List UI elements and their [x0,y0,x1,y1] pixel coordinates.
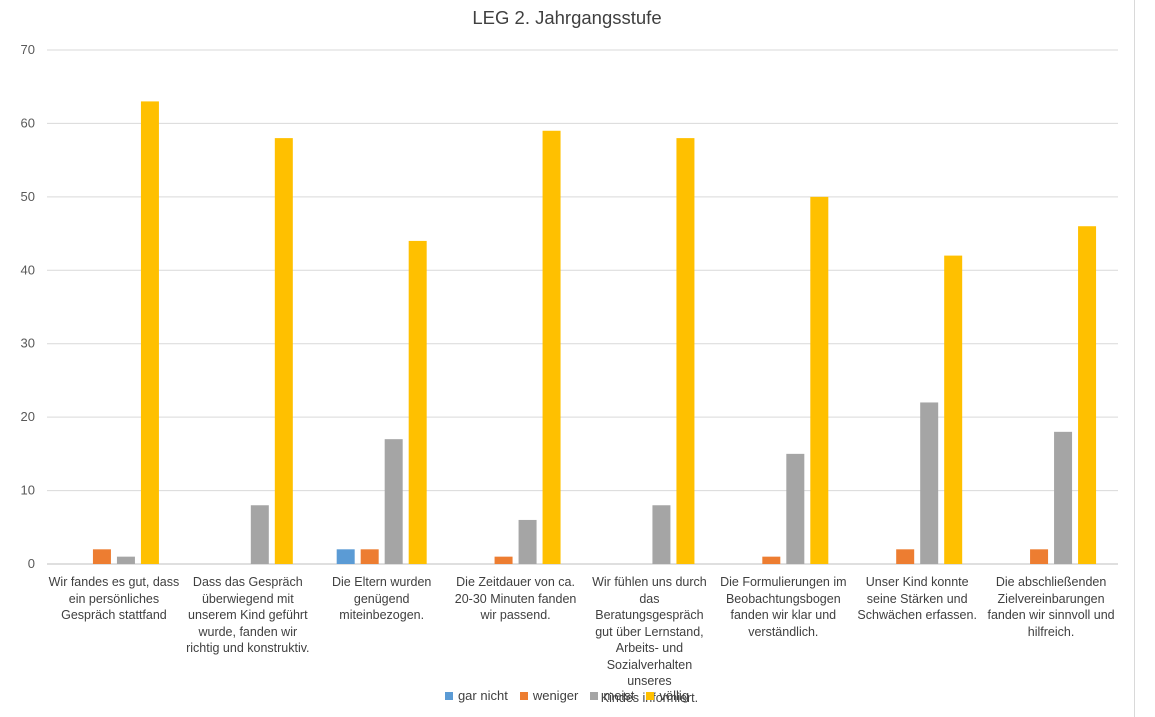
bar-völlig-6 [944,255,963,564]
x-category-label-line: Dass das Gespräch [192,575,303,589]
legend-swatch [646,691,655,700]
bar-meist-3 [518,519,537,564]
x-category-label-line: Die abschließenden [995,575,1107,589]
x-category-label-line: miteinbezogen. [339,608,425,622]
chart-title: LEG 2. Jahrgangsstufe [472,7,662,28]
legend-item: weniger [519,688,579,703]
bar-meist-6 [920,402,939,564]
bar-meist-0 [116,556,135,564]
bar-weniger-0 [92,549,111,564]
x-category-label-line: Zielvereinbarungen [997,591,1105,606]
y-tick-label: 70 [21,42,35,57]
legend-label: weniger [532,688,579,703]
bar-völlig-4 [676,138,695,564]
legend-item: völlig [646,688,689,703]
x-category-label-line: 20-30 Minuten fanden [454,591,577,606]
bar-völlig-7 [1078,226,1097,564]
x-category-label-line: Arbeits- und [615,641,684,655]
bar-völlig-1 [274,138,293,564]
y-tick-label: 10 [21,483,35,498]
y-tick-label: 30 [21,336,35,351]
y-tick-label: 0 [28,556,35,571]
legend-label: meist [603,688,635,703]
bar-meist-1 [250,505,269,564]
x-category-label-line: Wir fandes es gut, dass [48,575,180,589]
x-category-label: Unser Kind konnte seine Stärken und Schwäc… [851,574,983,624]
x-category-label-line: Die Formulierungen im [720,575,847,589]
x-category-label-line: genügend [353,591,410,606]
x-category-label-line: Die Zeitdauer von ca. [456,575,575,589]
x-category-label-line: Schwächen erfassen. [857,608,977,622]
bar-meist-7 [1054,431,1073,564]
bar-völlig-5 [810,196,829,564]
x-category-label: Wir fühlen uns durch das Beratungsgespräc… [583,574,715,706]
bar-gar-nicht-2 [336,549,355,564]
bar-völlig-3 [542,130,561,564]
legend-label: völlig [659,688,690,703]
x-category-label-line: fanden wir klar und [730,608,837,622]
x-category-label-line: Unser Kind konnte [865,575,969,589]
x-category-label-line: verständlich. [748,624,819,639]
bar-völlig-0 [140,101,159,565]
x-category-label-line: Beobachtungsbogen [725,591,841,606]
y-tick-label: 20 [21,409,35,424]
bar-meist-5 [786,453,805,564]
bar-weniger-3 [494,556,513,564]
bar-weniger-6 [896,549,915,564]
x-category-label-line: richtig und konstruktiv. [186,641,310,655]
y-tick-label: 60 [21,115,35,130]
legend: gar nicht weniger meist völlig [0,688,1134,703]
bar-weniger-7 [1030,549,1049,564]
x-category-label: Die abschließenden Zielvereinbarungen fand… [985,574,1117,640]
x-category-label: Dass das Gespräch überwiegend mit unserem … [182,574,314,657]
x-category-label-line: wir passend. [480,608,551,622]
x-category-label: Die Formulierungen im Beobachtungsbogen fa… [717,574,849,640]
x-category-label-line: seine Stärken und [866,591,968,606]
x-category-label-line: unserem Kind geführt [188,608,308,622]
x-category-label-line: Gespräch stattfand [61,608,167,622]
x-category-label-line: wurde, fanden wir [198,624,298,639]
legend-swatch [444,691,453,700]
x-category-label-line: fanden wir sinnvoll und [987,608,1115,622]
x-category-label-line: gut über Lernstand, [595,624,704,639]
x-category-label-line: ein persönliches [68,591,160,606]
legend-swatch [519,691,528,700]
bar-völlig-2 [408,240,427,564]
bar-meist-2 [384,439,403,564]
legend-item: meist [590,688,634,703]
x-category-label-line: Die Eltern wurden [332,575,432,589]
bar-weniger-2 [360,549,379,564]
legend-item: gar nicht [444,688,508,703]
y-tick-label: 40 [21,262,35,277]
x-category-label: Die Zeitdauer von ca. 20-30 Minuten fande… [450,574,582,624]
x-category-label: Wir fandes es gut, dass ein persönliches G… [48,574,180,624]
x-category-label-line: das Beratungsgespräch [595,591,704,623]
legend-label: gar nicht [457,688,508,703]
bar-weniger-5 [762,556,781,564]
x-category-label-line: überwiegend mit [201,591,294,606]
legend-swatch [590,691,599,700]
x-category-label-line: Sozialverhalten unseres [606,657,693,689]
y-tick-label: 50 [21,189,35,204]
x-category-label-line: Wir fühlen uns durch [592,575,707,589]
bar-meist-4 [652,505,671,564]
x-category-label: Die Eltern wurden genügend miteinbezogen. [316,574,448,624]
x-category-label-line: hilfreich. [1027,624,1075,639]
